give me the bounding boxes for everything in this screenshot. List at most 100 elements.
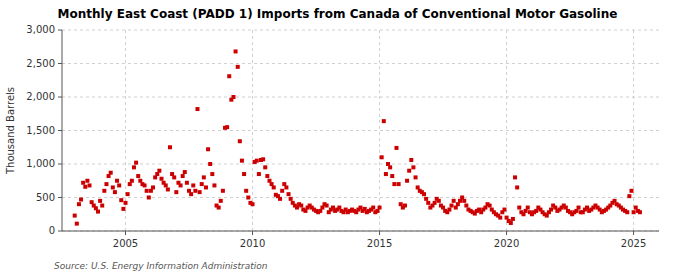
point (166, 187, 170, 191)
point (515, 185, 519, 189)
x-tick (252, 231, 253, 235)
point (132, 165, 136, 169)
point (424, 197, 428, 201)
point (147, 196, 151, 200)
point (111, 185, 115, 189)
y-tick (58, 30, 62, 31)
point (280, 189, 284, 193)
point (289, 197, 293, 201)
point (193, 189, 197, 193)
x-tick (506, 231, 507, 235)
point (382, 119, 386, 123)
point (513, 175, 517, 179)
x-tick (633, 231, 634, 235)
point (225, 125, 229, 129)
point (407, 169, 411, 173)
y-grid-line (62, 97, 659, 98)
x-tick-label: 2025 (621, 238, 646, 249)
y-grid-line (62, 30, 659, 31)
point (517, 206, 521, 210)
point (251, 202, 255, 206)
point (191, 183, 195, 187)
y-tick-label: 1,500 (26, 125, 55, 136)
x-tick-label: 2020 (494, 238, 519, 249)
point (284, 185, 288, 189)
point (240, 159, 244, 163)
point (414, 175, 418, 179)
y-tick-label: 1,000 (26, 158, 55, 169)
y-grid-line (62, 63, 659, 64)
point (462, 199, 466, 203)
y-tick-label: 2,500 (26, 58, 55, 69)
point (511, 217, 515, 221)
point (157, 169, 161, 173)
point (447, 208, 451, 212)
point (627, 194, 631, 198)
x-tick (125, 231, 126, 235)
point (629, 189, 633, 193)
point (126, 192, 130, 196)
point (79, 198, 83, 202)
point (433, 201, 437, 205)
y-tick (58, 63, 62, 64)
point (265, 174, 269, 178)
point (263, 165, 267, 169)
x-grid-line (379, 30, 380, 231)
point (464, 204, 468, 208)
point (179, 183, 183, 187)
x-grid-line (125, 30, 126, 231)
y-axis-label: Thousand Barrels (5, 87, 16, 175)
point (185, 181, 189, 185)
point (217, 206, 221, 210)
point (255, 159, 259, 163)
x-grid-line (506, 30, 507, 231)
point (231, 95, 235, 99)
y-tick (58, 164, 62, 165)
y-tick-label: 500 (36, 192, 55, 203)
point (287, 192, 291, 196)
point (246, 196, 250, 200)
point (189, 192, 193, 196)
point (261, 157, 265, 161)
y-tick (58, 197, 62, 198)
point (325, 204, 329, 208)
point (164, 183, 168, 187)
y-grid-line (62, 130, 659, 131)
point (227, 74, 231, 78)
point (278, 197, 282, 201)
point (384, 172, 388, 176)
y-tick-label: 3,000 (26, 24, 55, 35)
x-tick-label: 2010 (240, 238, 265, 249)
point (104, 182, 108, 186)
point (272, 185, 276, 189)
point (405, 179, 409, 183)
point (244, 189, 248, 193)
point (183, 170, 187, 174)
point (202, 175, 206, 179)
point (397, 182, 401, 186)
point (75, 222, 79, 226)
point (85, 179, 89, 183)
point (390, 174, 394, 178)
point (204, 185, 208, 189)
point (498, 216, 502, 220)
y-grid-line (62, 231, 659, 232)
point (526, 206, 530, 210)
points (73, 49, 642, 225)
point (638, 210, 642, 214)
point (378, 206, 382, 210)
point (394, 146, 398, 150)
point (411, 165, 415, 169)
chart: 05001,0001,5002,0002,5003,00020052010201… (0, 0, 675, 275)
x-grid-line (633, 30, 634, 231)
point (198, 190, 202, 194)
point (437, 199, 441, 203)
point (577, 206, 581, 210)
point (117, 183, 121, 187)
point (195, 107, 199, 111)
point (208, 162, 212, 166)
x-grid-line (252, 30, 253, 231)
y-tick-label: 0 (49, 225, 55, 236)
point (145, 189, 149, 193)
point (625, 210, 629, 214)
